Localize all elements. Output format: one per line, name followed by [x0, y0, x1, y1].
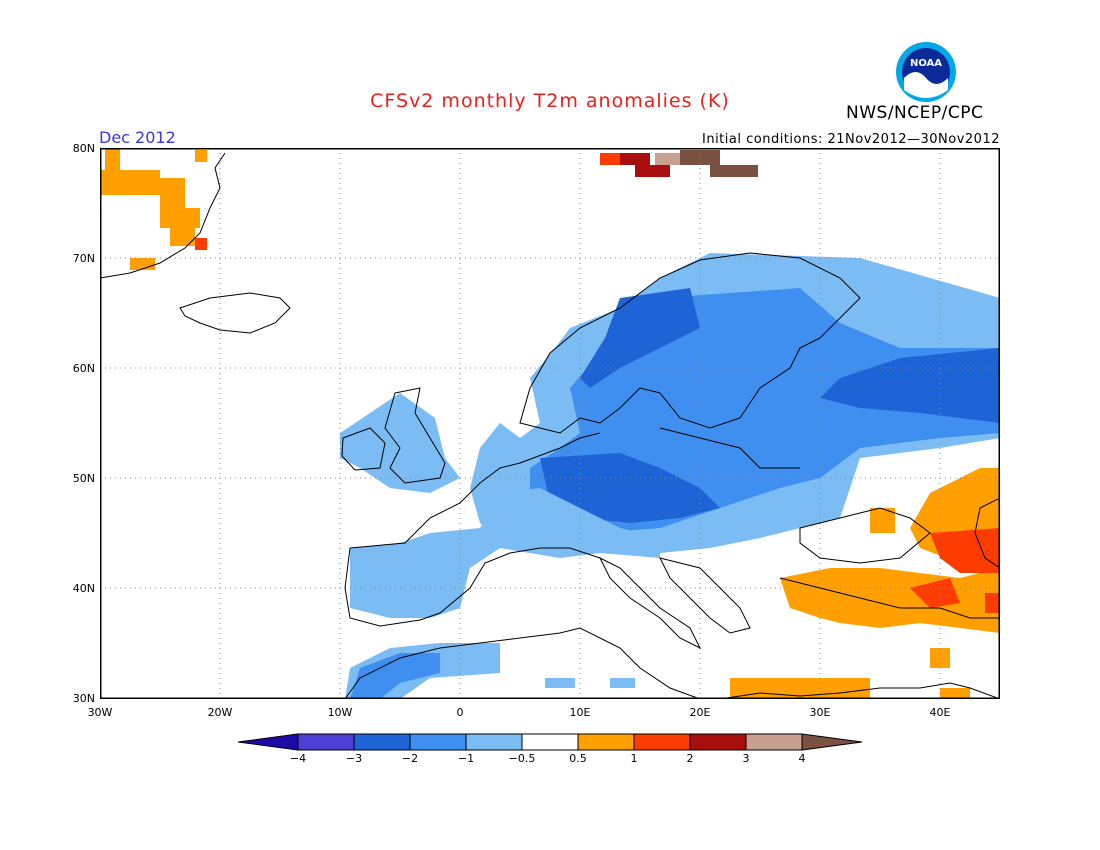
lat-label: 40N [72, 582, 95, 595]
anomaly-cell [680, 150, 720, 165]
anomaly-cell [870, 508, 895, 533]
colorbar-swatch [353, 733, 411, 751]
anomaly-region-medium [350, 653, 440, 699]
lon-label: 40E [929, 706, 951, 719]
anomaly-cell [100, 170, 160, 195]
colorbar-label: 4 [798, 752, 806, 765]
anomaly-cell [545, 678, 575, 688]
colorbar-label: −1 [457, 752, 475, 765]
anomaly-fill-layer [100, 148, 1000, 699]
colorbar-label: 1 [630, 752, 638, 765]
lon-label: 20W [207, 706, 233, 719]
anomaly-region-dark [820, 348, 1000, 423]
lon-label: 20E [689, 706, 711, 719]
lat-label: 80N [72, 142, 95, 155]
map-frame [100, 148, 1000, 699]
anomaly-region-dark [580, 288, 700, 388]
colorbar-swatch [297, 733, 355, 751]
lat-label: 70N [72, 252, 95, 265]
anomaly-cell [985, 593, 1000, 613]
chart-title: CFSv2 monthly T2m anomalies (K) [370, 90, 730, 112]
anomaly-cell [635, 165, 670, 177]
anomaly-cell [170, 228, 195, 246]
colorbar-swatch [465, 733, 523, 751]
anomaly-map [100, 148, 1000, 699]
anomaly-cell [655, 153, 680, 165]
colorbar-swatch [633, 733, 691, 751]
colorbar-label: 0.5 [569, 752, 587, 765]
colorbar-label: −3 [345, 752, 363, 765]
lat-label: 50N [72, 472, 95, 485]
colorbar-swatch [745, 733, 803, 751]
anomaly-region-hot [930, 528, 1000, 573]
anomaly-cell [610, 678, 635, 688]
lon-label: 10W [327, 706, 353, 719]
anomaly-region-warm [780, 568, 1000, 633]
colorbar-swatch [521, 733, 579, 751]
agency-label: NWS/NCEP/CPC [846, 103, 984, 123]
colorbar [238, 733, 862, 751]
anomaly-cell [940, 688, 970, 699]
lat-label: 60N [72, 362, 95, 375]
colorbar-label: −0.5 [508, 752, 536, 765]
anomaly-cell [160, 178, 185, 208]
anomaly-cell [710, 165, 758, 177]
colorbar-arrow-low [238, 733, 299, 751]
coastlines [100, 152, 1000, 699]
colorbar-label: −2 [401, 752, 419, 765]
anomaly-cell [130, 258, 155, 270]
initial-conditions-label: Initial conditions: 21Nov2012—30Nov2012 [702, 132, 1000, 147]
lon-label: 0 [456, 706, 464, 719]
colorbar-arrow-high [801, 733, 862, 751]
anomaly-cell [600, 153, 620, 165]
noaa-logo: NOAA [896, 42, 956, 102]
lon-label: 10E [569, 706, 591, 719]
anomaly-cell [105, 148, 120, 170]
anomaly-region-hot [910, 578, 960, 608]
lon-label: 30W [87, 706, 113, 719]
colorbar-swatch [689, 733, 747, 751]
anomaly-region-light [350, 488, 660, 618]
anomaly-cell [160, 208, 200, 228]
anomaly-cell [195, 150, 207, 162]
colorbar-label: 2 [686, 752, 694, 765]
colorbar-label: −4 [289, 752, 307, 765]
anomaly-cell [195, 238, 207, 250]
colorbar-swatch [409, 733, 467, 751]
anomaly-cell [620, 153, 650, 165]
lat-label: 30N [72, 692, 95, 705]
graticule [100, 148, 1000, 699]
month-label: Dec 2012 [99, 128, 176, 147]
anomaly-region-dark [540, 453, 720, 523]
logo-text: NOAA [910, 58, 942, 69]
lon-label: 30E [809, 706, 831, 719]
colorbar-label: 3 [742, 752, 750, 765]
colorbar-swatch [577, 733, 635, 751]
anomaly-region-light [340, 393, 460, 493]
